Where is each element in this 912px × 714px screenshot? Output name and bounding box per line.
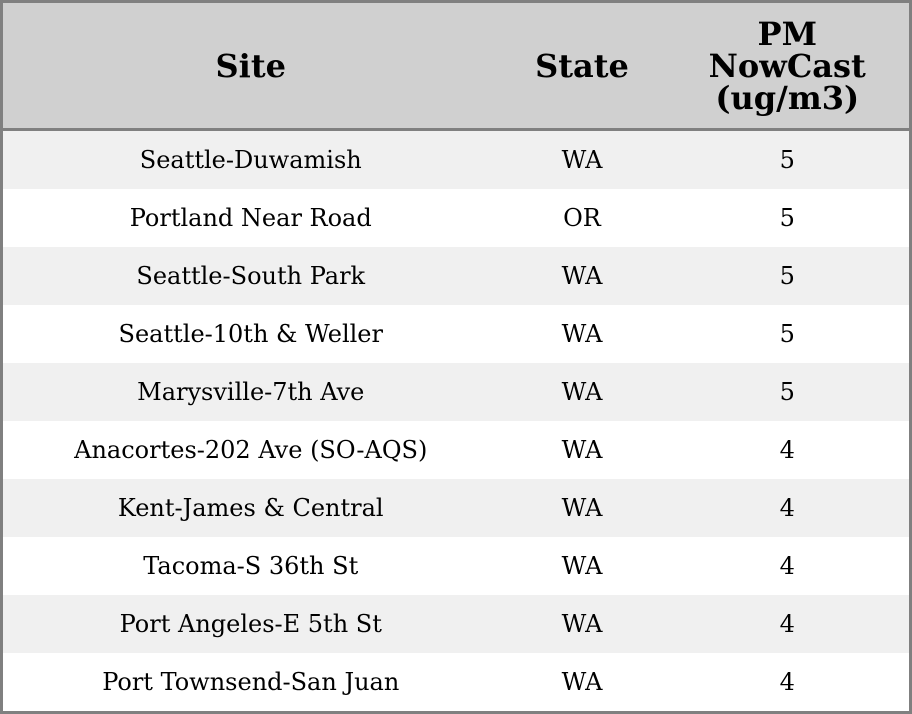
table-row: Kent-James & Central WA 4 [1,479,911,537]
table-row: Port Townsend-San Juan WA 4 [1,653,911,713]
site-cell: Seattle-Duwamish [1,129,499,189]
table-row: Anacortes-202 Ave (SO-AQS) WA 4 [1,421,911,479]
table-row: Marysville-7th Ave WA 5 [1,363,911,421]
state-cell: WA [498,129,666,189]
state-cell: WA [498,305,666,363]
table-row: Port Angeles-E 5th St WA 4 [1,595,911,653]
table-row: Seattle-South Park WA 5 [1,247,911,305]
pm-value-cell: 4 [665,595,911,653]
site-cell: Portland Near Road [1,189,499,247]
pm-value-cell: 4 [665,653,911,713]
header-pm-line: NowCast [708,46,866,85]
site-cell: Seattle-10th & Weller [1,305,499,363]
pm-value-cell: 5 [665,363,911,421]
site-cell: Seattle-South Park [1,247,499,305]
site-cell: Anacortes-202 Ave (SO-AQS) [1,421,499,479]
state-cell: WA [498,479,666,537]
pm-value-cell: 5 [665,305,911,363]
state-cell: WA [498,421,666,479]
site-cell: Tacoma-S 36th St [1,537,499,595]
table-row: Portland Near Road OR 5 [1,189,911,247]
pm-value-cell: 4 [665,537,911,595]
header-pm-line: PM [757,14,817,53]
header-row: Site State PM NowCast (ug/m3) [1,1,911,131]
site-cell: Port Townsend-San Juan [1,653,499,713]
state-cell: WA [498,247,666,305]
state-cell: WA [498,537,666,595]
table-row: Tacoma-S 36th St WA 4 [1,537,911,595]
pm-value-cell: 4 [665,421,911,479]
site-cell: Port Angeles-E 5th St [1,595,499,653]
pm-value-cell: 5 [665,189,911,247]
state-cell: WA [498,363,666,421]
state-cell: WA [498,595,666,653]
header-pm-line: (ug/m3) [715,78,860,117]
pm-value-cell: 5 [665,129,911,189]
table-row: Seattle-10th & Weller WA 5 [1,305,911,363]
pm-value-cell: 5 [665,247,911,305]
state-cell: WA [498,653,666,713]
site-cell: Kent-James & Central [1,479,499,537]
header-state[interactable]: State [498,1,666,131]
header-pm-nowcast[interactable]: PM NowCast (ug/m3) [665,1,911,131]
pm-value-cell: 4 [665,479,911,537]
table-row: Seattle-Duwamish WA 5 [1,129,911,189]
state-cell: OR [498,189,666,247]
site-cell: Marysville-7th Ave [1,363,499,421]
header-site[interactable]: Site [1,1,499,131]
